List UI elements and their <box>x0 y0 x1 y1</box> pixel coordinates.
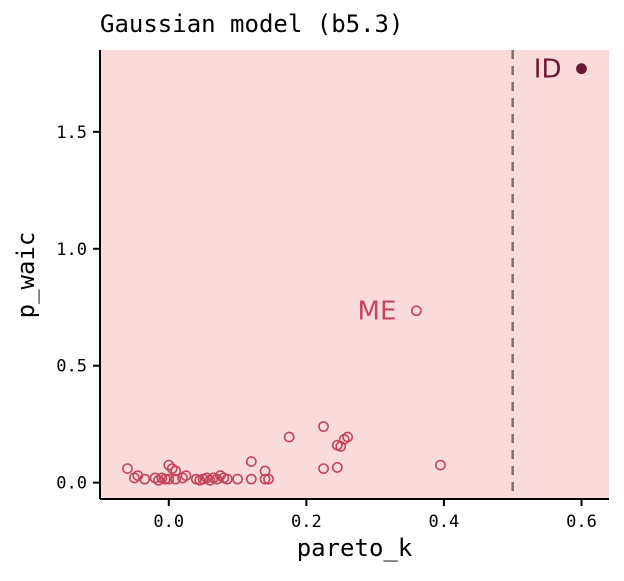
data-point <box>170 465 182 477</box>
data-point <box>159 473 171 485</box>
y-tick-label: 0.5 <box>56 357 87 377</box>
data-point <box>232 473 243 485</box>
y-tick-label: 1.0 <box>56 240 87 260</box>
data-point <box>331 462 343 473</box>
data-point <box>163 473 175 485</box>
x-axis-title: pareto_k <box>297 534 413 562</box>
x-tick-label: 0.0 <box>153 512 184 532</box>
plot-panel <box>100 50 609 499</box>
point-label-me: ME <box>358 297 397 327</box>
x-tick-label: 0.4 <box>429 512 460 532</box>
points-layer <box>122 63 587 486</box>
data-point <box>122 463 133 474</box>
data-point <box>211 473 223 485</box>
chart-title: Gaussian model (b5.3) <box>100 10 403 38</box>
y-tick-label: 1.5 <box>56 123 87 143</box>
data-point <box>263 473 274 485</box>
data-point <box>170 473 182 485</box>
data-point <box>163 459 175 471</box>
data-point <box>259 473 271 485</box>
point-labels-layer: ME ID <box>358 55 562 327</box>
data-point <box>180 470 192 482</box>
x-tick-label: 0.6 <box>566 512 597 532</box>
x-axis-ticks: 0.0 0.2 0.4 0.6 <box>153 499 597 532</box>
data-point <box>221 473 233 485</box>
y-tick-label: 0.0 <box>56 474 87 494</box>
labeled-point-me <box>411 305 422 317</box>
x-tick-label: 0.2 <box>291 512 322 532</box>
data-point <box>318 421 329 432</box>
data-point <box>342 431 354 443</box>
y-axis-title: p_waic <box>12 232 40 319</box>
data-point <box>139 473 151 485</box>
data-point <box>318 463 329 474</box>
data-point <box>283 431 295 443</box>
data-point <box>245 456 257 467</box>
data-point <box>245 473 257 485</box>
data-point <box>435 459 446 471</box>
y-axis-ticks: 0.0 0.5 1.0 1.5 <box>56 123 100 494</box>
point-label-id: ID <box>534 55 562 85</box>
labeled-point-id <box>576 63 587 75</box>
